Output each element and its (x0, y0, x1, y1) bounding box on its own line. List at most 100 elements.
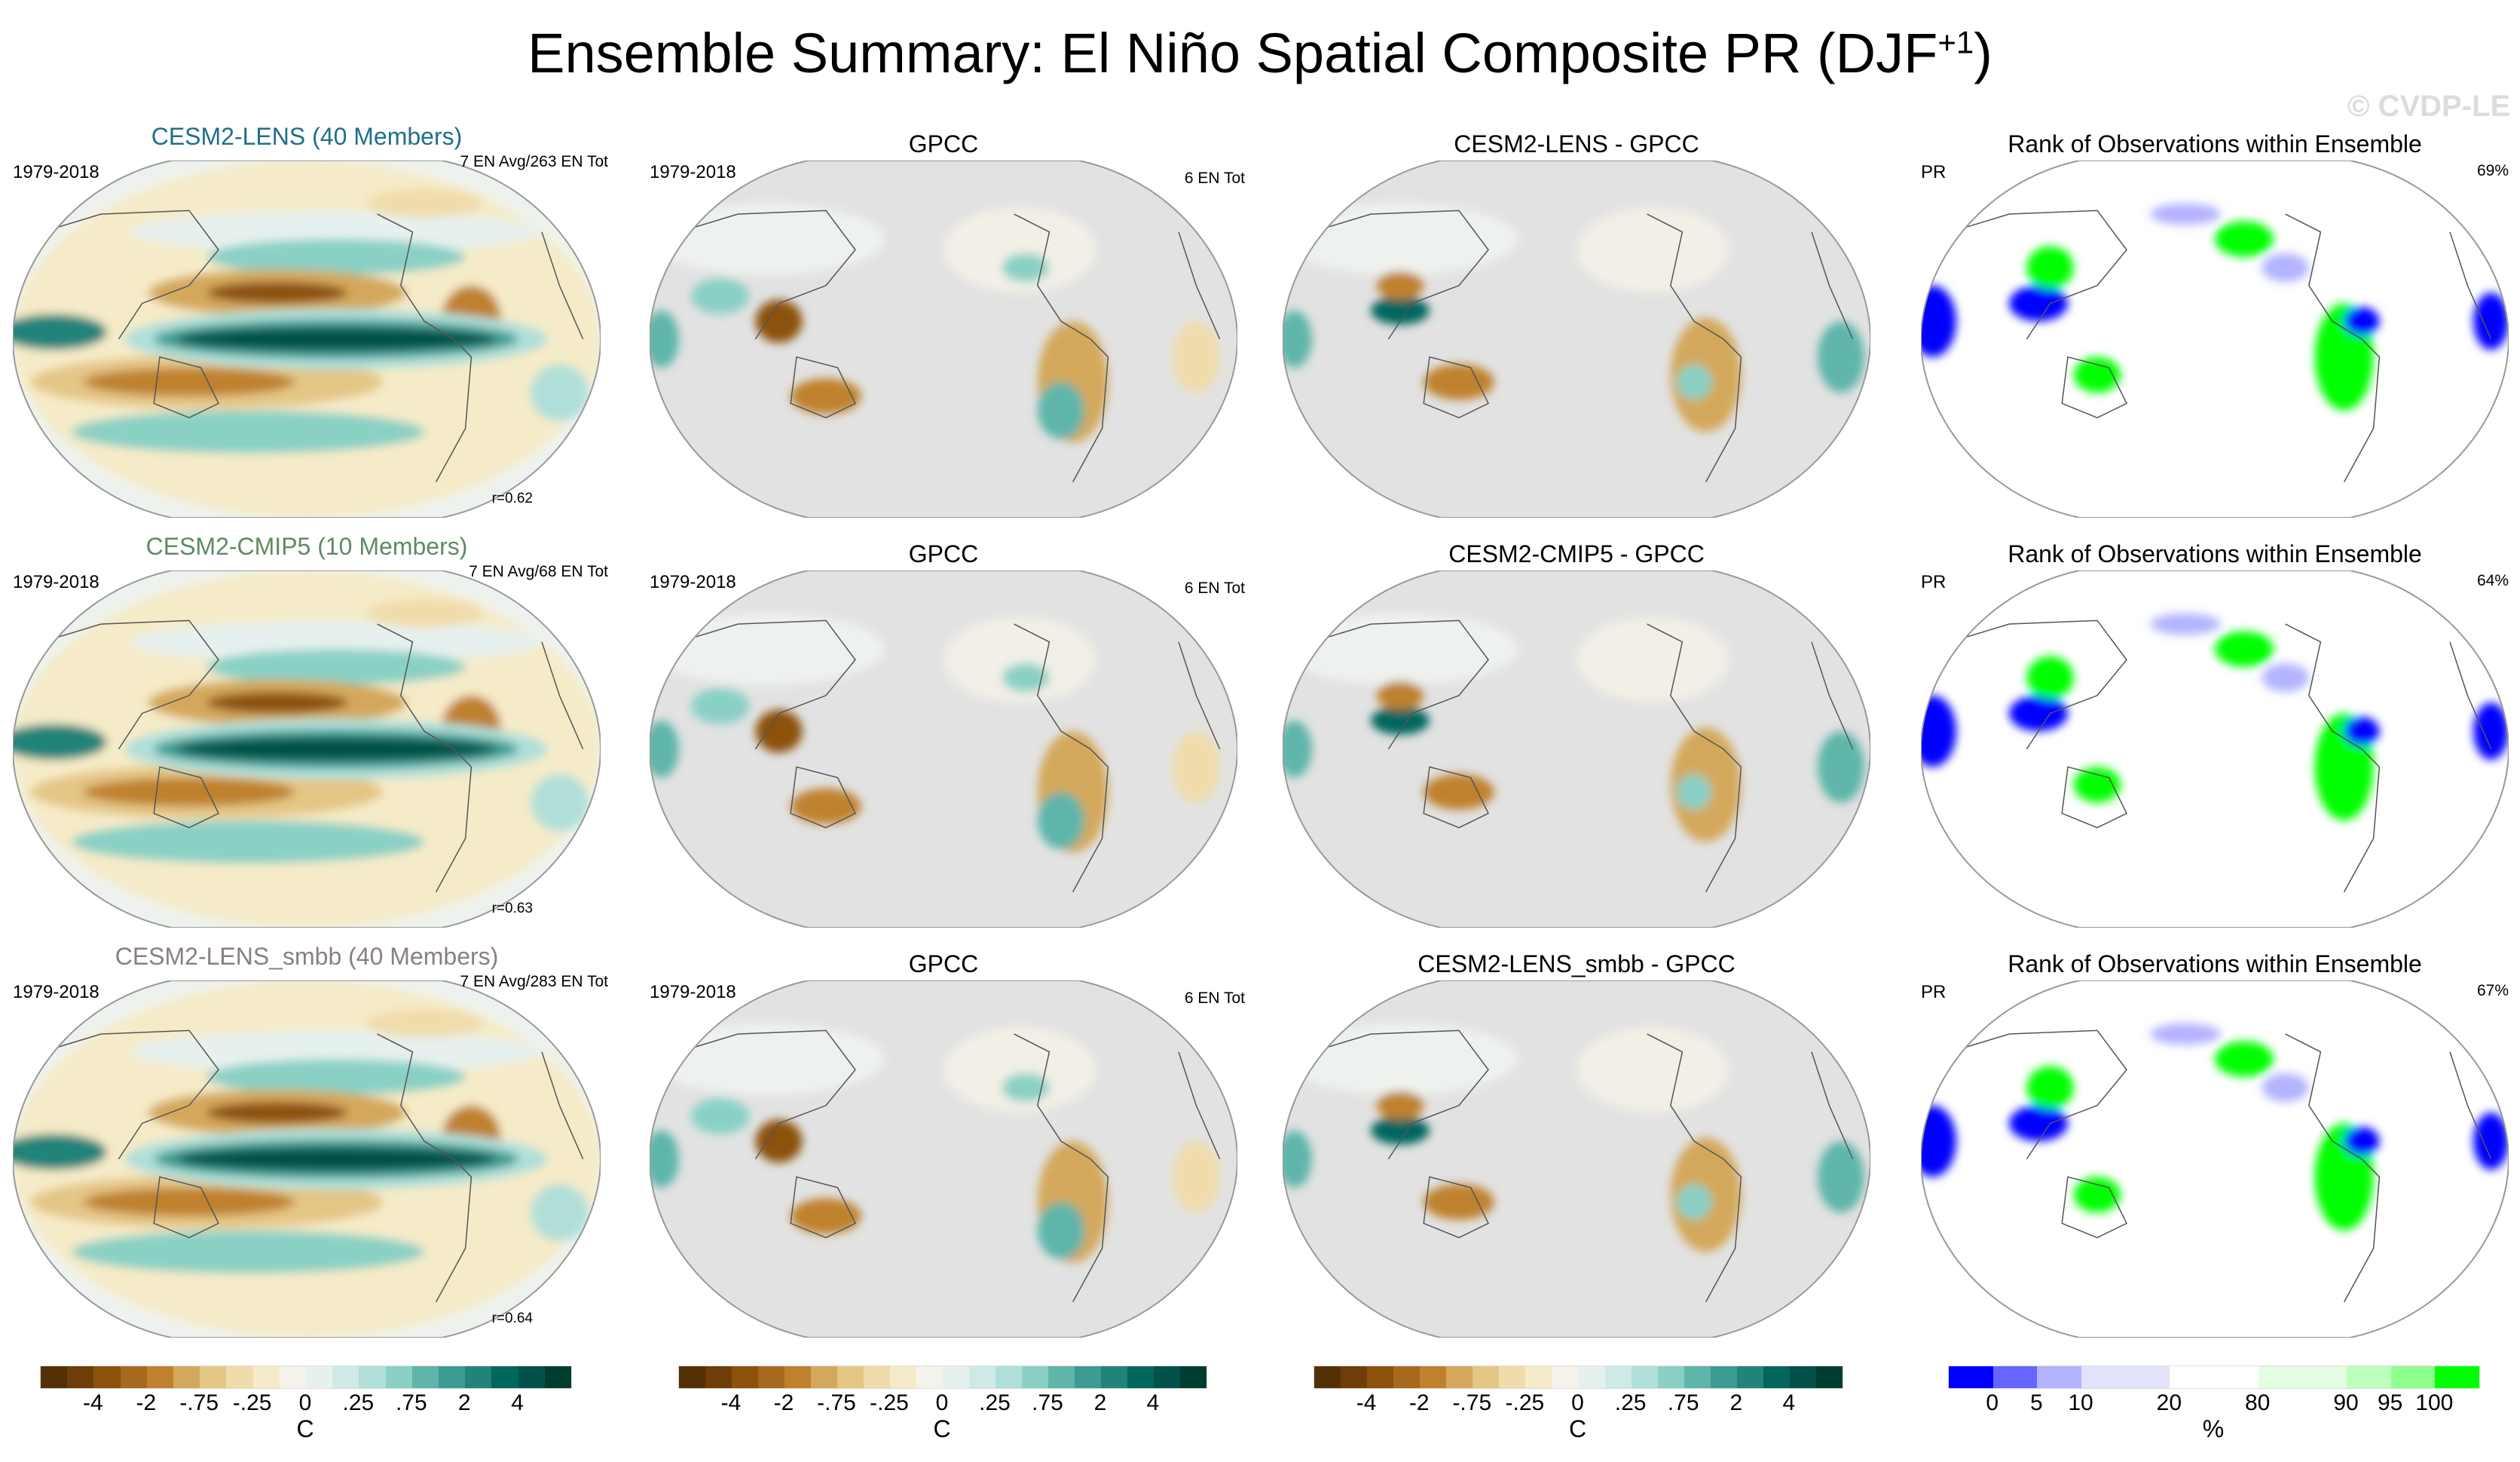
robinson-map (1921, 161, 2509, 518)
field-anomaly-region (1676, 774, 1712, 810)
colorbar-swatch (1367, 1366, 1394, 1388)
colorbar-swatch (1420, 1366, 1447, 1388)
field-anomaly-region (650, 720, 679, 778)
field-anomaly-region (83, 367, 295, 396)
colorbar-tick-labels: -4 -2 -.75 -.25 0 .25 .75 2 4 (678, 1390, 1206, 1421)
field-anomaly-region (365, 598, 483, 628)
colorbar-tick-label: -4 (83, 1390, 103, 1415)
field-anomaly-region (1577, 1026, 1729, 1113)
panel-title: CESM2-CMIP5 (10 Members) (145, 533, 468, 560)
coastline (790, 1176, 857, 1239)
field-anomaly-region (690, 278, 750, 314)
field-anomaly-region (365, 188, 483, 218)
coastline (1811, 1051, 1854, 1160)
field-anomaly-region (2344, 307, 2380, 336)
field-anomaly-region (1002, 253, 1050, 283)
coastline (153, 766, 220, 829)
field-anomaly-region (177, 327, 495, 351)
colorbar-swatch (784, 1366, 811, 1388)
period-label: PR (1921, 162, 1947, 182)
colorbar-swatch (2037, 1366, 2082, 1388)
field-anomaly-region (365, 1008, 483, 1038)
field-anomaly-region (1921, 695, 1956, 767)
field-anomaly-region (206, 282, 348, 304)
correlation-label: r=0.63 (491, 901, 533, 916)
colorbar-swatch (943, 1366, 969, 1388)
robinson-map (650, 161, 1237, 518)
colorbar-swatch (544, 1366, 572, 1388)
period-label: 1979-2018 (13, 162, 99, 182)
colorbar-swatch (41, 1366, 68, 1388)
field-anomaly-region (1037, 1201, 1085, 1259)
field-anomaly-region (1676, 364, 1712, 400)
field-anomaly-region (2344, 717, 2380, 746)
coastline (41, 210, 219, 340)
colorbar-swatch (2258, 1366, 2347, 1388)
map-outline (13, 570, 601, 928)
coastline (1311, 210, 1489, 340)
coastline (1014, 213, 1109, 482)
colorbar-swatch (1499, 1366, 1526, 1388)
panel-title: CESM2-LENS - GPCC (1454, 130, 1699, 158)
coastline (2061, 1176, 2128, 1239)
colorbar-swatch (439, 1366, 466, 1388)
colorbar-swatch (1578, 1366, 1605, 1388)
ocean-background (1921, 161, 2509, 518)
colorbar-swatch (1992, 1366, 2038, 1388)
colorbar-swatch (864, 1366, 890, 1388)
colorbar-tick-label: 90 (2333, 1390, 2359, 1415)
coastline (2061, 356, 2128, 419)
field-anomaly-region (791, 378, 861, 414)
field-anomaly-region (2473, 292, 2509, 350)
field-anomaly-region (1817, 321, 1865, 393)
field-anomaly-region (72, 1230, 424, 1274)
period-label: 1979-2018 (650, 162, 736, 182)
field-anomaly-region (755, 709, 803, 753)
field-anomaly-region (690, 1098, 750, 1134)
field-anomaly-region (1283, 203, 1518, 275)
field-anomaly-region (2009, 695, 2068, 732)
colorbar (40, 1366, 572, 1389)
map-outline (1921, 980, 2509, 1338)
field-anomaly-region (530, 774, 589, 832)
panel-title: CESM2-LENS_smbb (40 Members) (115, 943, 499, 970)
field-anomaly-region (943, 616, 1096, 703)
colorbar-swatch (120, 1366, 147, 1388)
coastline (2449, 231, 2492, 340)
colorbar-swatch (385, 1366, 412, 1388)
field-anomaly-region (2150, 1023, 2221, 1045)
count-label: 6 EN Tot (1184, 170, 1245, 187)
colorbar-swatch (1710, 1366, 1737, 1388)
map-outline (13, 980, 601, 1338)
map-outline (1283, 570, 1870, 928)
colorbar-tick-label: -2 (773, 1390, 794, 1415)
colorbar-swatch (1684, 1366, 1711, 1388)
colorbar-swatch (1154, 1366, 1180, 1388)
field-anomaly-region (83, 777, 295, 806)
colorbar-tick-label: -.75 (179, 1390, 219, 1415)
colorbar-tick-label: 95 (2377, 1390, 2403, 1415)
count-label: 7 EN Avg/68 EN Tot (469, 563, 608, 580)
panel-title: CESM2-CMIP5 - GPCC (1448, 540, 1705, 567)
coastline (377, 1033, 472, 1302)
coastline (1178, 1051, 1221, 1160)
field-anomaly-region (530, 364, 589, 422)
field-anomaly-region (1173, 321, 1220, 393)
colorbar (1948, 1366, 2480, 1389)
colorbar-swatch (518, 1366, 545, 1388)
coastline (541, 641, 584, 750)
colorbar-tick-label: 4 (511, 1390, 524, 1415)
coastline (2449, 1051, 2492, 1160)
map-outline (650, 161, 1237, 518)
robinson-map (650, 570, 1237, 928)
colorbar-swatch (465, 1366, 492, 1388)
coastline (541, 231, 584, 340)
coastline (1647, 213, 1742, 482)
colorbar-swatch (1314, 1366, 1341, 1388)
map-outline (1283, 161, 1870, 518)
robinson-map (1921, 980, 2509, 1338)
colorbar-tick-labels: 0 5 10 20 80 90 95 100 (1948, 1390, 2479, 1421)
figure-title: Ensemble Summary: El Niño Spatial Compos… (0, 21, 2520, 85)
colorbar-swatch (705, 1366, 732, 1388)
colorbar-tick-label: 0 (298, 1390, 312, 1415)
